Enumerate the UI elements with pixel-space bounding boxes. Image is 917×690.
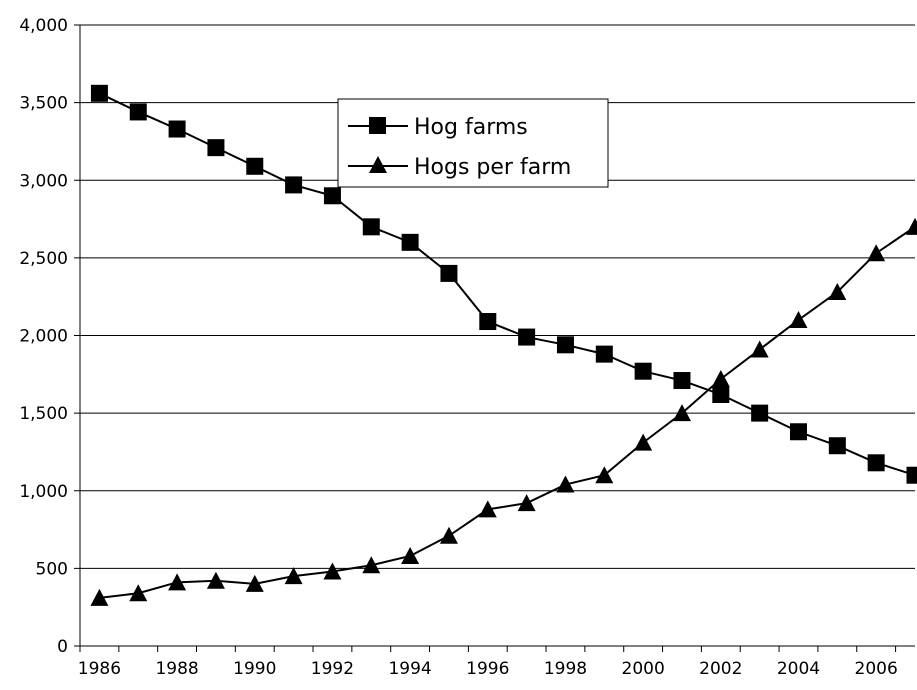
data-point-square xyxy=(596,346,613,363)
data-point-square xyxy=(479,313,496,330)
data-point-triangle xyxy=(440,527,458,544)
x-tick-label: 2000 xyxy=(622,659,665,679)
y-tick-label: 2,000 xyxy=(19,327,68,347)
data-point-square xyxy=(518,329,535,346)
data-point-square xyxy=(246,158,263,175)
x-axis-ticks: 1986 1988 1990 1992 1994 1996 1998 2000 2002 2004… xyxy=(78,646,898,679)
data-point-square xyxy=(363,218,380,235)
data-point-triangle xyxy=(906,218,917,235)
data-point-square xyxy=(868,454,885,471)
data-point-triangle xyxy=(401,547,419,564)
data-point-triangle xyxy=(789,311,807,328)
data-point-triangle xyxy=(634,434,652,451)
data-point-square xyxy=(673,372,690,389)
data-point-square xyxy=(751,405,768,422)
legend-marker-square xyxy=(369,117,386,134)
y-tick-label: 0 xyxy=(57,637,68,657)
data-point-square xyxy=(829,437,846,454)
data-point-square xyxy=(440,265,457,282)
y-tick-label: 4,000 xyxy=(19,16,68,36)
x-tick-label: 2006 xyxy=(855,659,898,679)
x-tick-label: 1998 xyxy=(544,659,587,679)
data-point-square xyxy=(130,103,147,120)
data-point-square xyxy=(790,423,807,440)
data-point-triangle xyxy=(518,494,536,511)
data-point-triangle xyxy=(129,584,147,601)
data-point-square xyxy=(285,176,302,193)
data-point-square xyxy=(169,121,186,138)
data-point-triangle xyxy=(751,340,769,357)
data-point-square xyxy=(712,386,729,403)
legend-label-hog-farms: Hog farms xyxy=(414,115,528,140)
x-tick-label: 2004 xyxy=(777,659,820,679)
x-tick-label: 1988 xyxy=(155,659,198,679)
data-point-square xyxy=(324,187,341,204)
x-tick-label: 1990 xyxy=(233,659,276,679)
series-line xyxy=(99,227,915,598)
y-tick-label: 1,500 xyxy=(19,404,68,424)
data-point-square xyxy=(635,363,652,380)
data-point-square xyxy=(557,336,574,353)
x-tick-label: 1986 xyxy=(78,659,121,679)
x-tick-label: 1992 xyxy=(311,659,354,679)
y-tick-label: 3,500 xyxy=(19,94,68,114)
y-tick-label: 2,500 xyxy=(19,249,68,269)
y-axis-ticks: 0 500 1,000 1,500 2,000 2,500 3,000 3,500 4,000 xyxy=(19,16,80,657)
data-point-square xyxy=(907,467,917,484)
data-point-square xyxy=(207,139,224,156)
data-point-square xyxy=(91,85,108,102)
x-tick-label: 2002 xyxy=(699,659,742,679)
y-tick-label: 500 xyxy=(36,559,68,579)
legend: Hog farms Hogs per farm xyxy=(338,99,608,187)
legend-label-hogs-per-farm: Hogs per farm xyxy=(414,155,571,180)
data-point-triangle xyxy=(867,244,885,261)
data-point-square xyxy=(402,234,419,251)
x-tick-label: 1996 xyxy=(466,659,509,679)
series-hogs-per-farm xyxy=(90,218,917,606)
data-point-triangle xyxy=(712,370,730,387)
x-tick-label: 1994 xyxy=(388,659,431,679)
y-tick-label: 3,000 xyxy=(19,171,68,191)
y-tick-label: 1,000 xyxy=(19,482,68,502)
